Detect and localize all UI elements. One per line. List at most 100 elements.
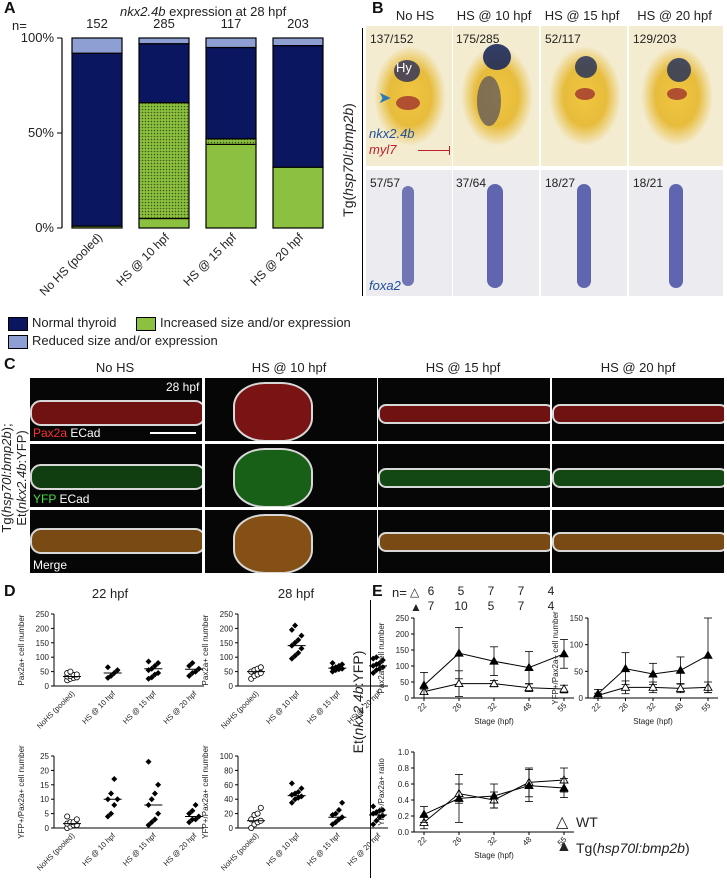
c-side-l2-italic: nkx2.4b	[14, 463, 29, 510]
data-point	[104, 813, 111, 820]
x-tick-label: 26	[451, 701, 464, 714]
data-point	[489, 791, 499, 800]
c-tile-r1-c3	[378, 378, 550, 441]
legend-wt-icon: △	[556, 814, 569, 831]
panel-a-title-rest: expression at 28 hpf	[165, 4, 287, 19]
b-bot-count-1: 57/57	[370, 176, 401, 190]
data-point	[114, 667, 121, 674]
x-tick-label: 22	[590, 701, 603, 714]
data-point	[648, 682, 658, 691]
data-point	[454, 648, 464, 657]
c-tile-r3-c1	[30, 510, 202, 573]
y-tick-label: 25	[40, 752, 49, 761]
y-tick-label: 15	[40, 781, 49, 790]
bar-count-label: 152	[86, 16, 108, 31]
b-stain-hy	[394, 60, 420, 82]
y-tick-label: 0	[229, 682, 234, 691]
data-point	[288, 799, 295, 806]
data-point	[332, 810, 339, 817]
n-tg-count: 7	[428, 599, 435, 613]
x-tick-label: 48	[521, 835, 534, 848]
data-point	[292, 652, 299, 659]
legend-increased: Increased size and/or expression	[160, 315, 351, 330]
data-point	[376, 807, 383, 814]
data-point	[67, 668, 74, 675]
b-stain-heart	[396, 96, 420, 110]
x-axis-label: Stage (hpf)	[633, 717, 673, 726]
data-point	[419, 809, 429, 818]
panel-label-c: C	[4, 356, 16, 373]
data-point	[370, 670, 377, 677]
c-tissue-cluster	[233, 382, 313, 441]
y-tick-label: 50	[574, 667, 583, 676]
panel-label-d: D	[4, 583, 16, 600]
x-axis-label: Stage (hpf)	[474, 851, 514, 860]
data-point	[703, 650, 713, 659]
data-point	[454, 793, 464, 802]
c-side-l1-prefix: Tg(	[0, 513, 14, 533]
bar-count-label: 285	[153, 16, 175, 31]
data-point	[295, 789, 302, 795]
data-point	[370, 803, 377, 810]
y-tick-label: 40	[224, 795, 233, 804]
y-axis-label: Pax2a+ cell number	[201, 614, 210, 685]
x-tick-label: 26	[451, 835, 464, 848]
b-top-count-4: 129/203	[633, 32, 677, 46]
b-top-hs20	[629, 26, 723, 166]
data-point	[104, 664, 111, 671]
data-point	[675, 665, 686, 674]
data-point	[648, 669, 658, 678]
data-point	[288, 780, 295, 787]
data-point	[339, 799, 346, 806]
data-point	[73, 671, 80, 678]
data-point	[332, 819, 339, 826]
c-tile-r3-c4	[552, 510, 724, 573]
data-point	[151, 816, 158, 823]
e-side-label: Et(nkx2.4b:YFP)	[350, 651, 366, 754]
c-tissue	[552, 532, 724, 552]
b-bot-hs10	[453, 170, 539, 296]
data-point	[111, 801, 118, 808]
legend-normal: Normal thyroid	[32, 315, 117, 330]
data-point	[292, 622, 299, 629]
data-point	[104, 674, 111, 681]
data-point	[192, 668, 199, 675]
x-tick-label: 26	[617, 701, 630, 714]
data-point	[186, 819, 193, 826]
legend-reduced: Reduced size and/or expression	[32, 333, 218, 348]
x-tick-label: No HS (pooled)	[37, 230, 105, 298]
c-row2-yfp: YFP	[33, 492, 57, 506]
data-point	[339, 661, 346, 668]
c-tissue-cluster	[233, 448, 313, 507]
x-tick-label: NoHS (pooled)	[219, 831, 261, 873]
b-top-count-1: 137/152	[370, 32, 414, 46]
data-point	[489, 678, 499, 688]
data-point	[108, 810, 115, 817]
c-tile-r2-c4	[552, 444, 724, 507]
x-tick-label: 32	[486, 835, 499, 848]
data-point	[155, 810, 162, 817]
legend-tg-suffix: )	[684, 840, 690, 856]
c-side-l1-suffix: );	[0, 423, 14, 432]
n-tg-count: 4	[548, 599, 555, 613]
data-point	[379, 657, 386, 664]
b-side-label: Tg(hsp70l:bmp2b)	[340, 103, 356, 217]
data-point	[376, 665, 383, 672]
data-point	[559, 648, 569, 658]
c-tissue	[378, 404, 550, 424]
data-point	[151, 662, 158, 669]
y-tick-label: 0.4	[398, 796, 410, 805]
b-top-no-hs	[366, 26, 452, 166]
y-tick-label: 0	[229, 824, 234, 833]
c-col-hs10: HS @ 10 hpf	[251, 360, 327, 375]
y-tick-label: 0	[45, 824, 50, 833]
b-gene-foxa2: foxa2	[369, 278, 401, 293]
data-point	[192, 816, 199, 823]
y-tick-label: 0%	[35, 220, 54, 235]
b-col-hs15: HS @ 15 hpf	[544, 8, 620, 23]
data-point	[186, 672, 193, 679]
x-tick-label: HS @ 10 hpf	[80, 830, 117, 867]
data-point	[155, 781, 162, 788]
data-point	[298, 632, 305, 639]
data-point	[145, 822, 152, 829]
